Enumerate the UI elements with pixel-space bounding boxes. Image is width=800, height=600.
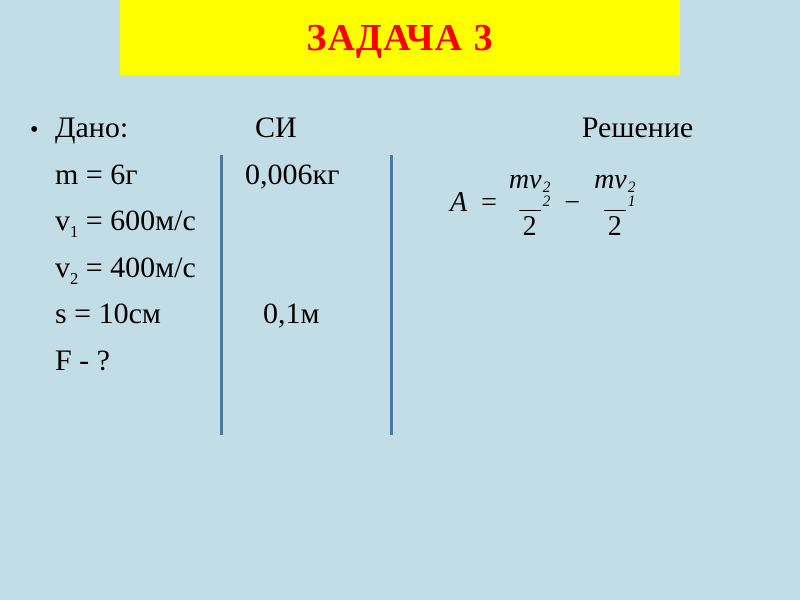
bullet-icon: • — [30, 117, 38, 143]
header-given: Дано: — [55, 105, 245, 152]
data-row: s = 10см 0,1м — [30, 291, 770, 338]
given-cell: m = 6г — [55, 152, 245, 199]
title-banner: ЗАДАЧА 3 — [120, 0, 680, 75]
given-cell: F - ? — [55, 338, 245, 385]
header-solution: Решение — [445, 105, 770, 152]
data-row: F - ? — [30, 338, 770, 385]
si-cell: 0,006кг — [245, 152, 445, 199]
given-cell: v1 = 600м/с — [55, 198, 245, 245]
si-cell: 0,1м — [245, 291, 445, 338]
term1-base: mv — [509, 164, 542, 195]
given-cell: v2 = 400м/с — [55, 245, 245, 292]
term2-base: mv — [594, 164, 627, 195]
term1-den: 2 — [519, 210, 541, 241]
term2-den: 2 — [604, 210, 626, 241]
equals-sign: = — [481, 187, 497, 219]
formula-term-1: mv22 2 — [505, 165, 554, 241]
given-cell: s = 10см — [55, 291, 245, 338]
title-text: ЗАДАЧА 3 — [306, 16, 493, 60]
formula: A = mv22 2 − mv21 2 — [450, 165, 639, 241]
term1-sub: 2 — [543, 195, 551, 209]
content-area: • Дано: СИ Решение m = 6г 0,006кг v1 = 6… — [30, 105, 770, 384]
formula-term-2: mv21 2 — [590, 165, 639, 241]
header-row: • Дано: СИ Решение — [30, 105, 770, 152]
formula-lhs: A — [450, 187, 467, 219]
formula-op: − — [564, 187, 580, 219]
data-row: m = 6г 0,006кг — [30, 152, 770, 199]
term2-sub: 1 — [628, 195, 636, 209]
header-si: СИ — [245, 105, 445, 152]
data-row: v2 = 400м/с — [30, 245, 770, 292]
data-row: v1 = 600м/с — [30, 198, 770, 245]
